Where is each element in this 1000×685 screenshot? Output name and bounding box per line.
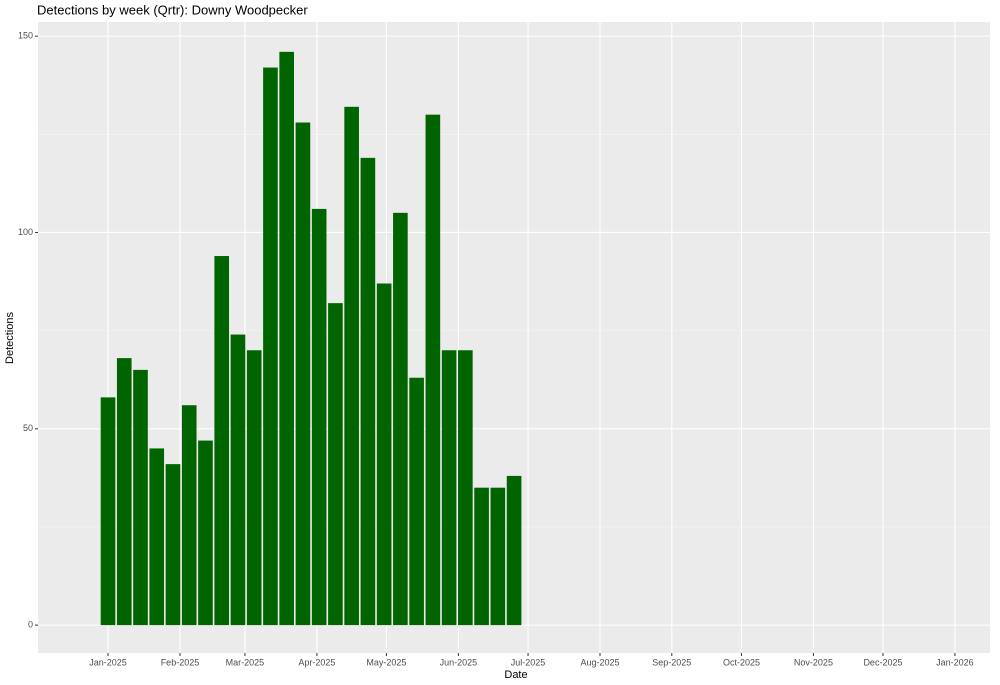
x-tick-label: Jun-2025 — [440, 657, 478, 667]
x-tick-label: Oct-2025 — [723, 657, 760, 667]
y-tick-label: 0 — [28, 619, 33, 629]
bar — [311, 208, 327, 626]
x-tick-label: Jan-2026 — [936, 657, 974, 667]
bar — [344, 106, 359, 626]
x-tick-label: Jul-2025 — [511, 657, 546, 667]
chart-title: Detections by week (Qrtr): Downy Woodpec… — [37, 2, 308, 17]
bar — [279, 51, 294, 626]
bar — [474, 487, 489, 626]
bar — [506, 475, 522, 626]
bar — [214, 256, 230, 626]
x-tick-label: Aug-2025 — [580, 657, 619, 667]
bar — [425, 114, 441, 626]
bar — [458, 350, 473, 626]
y-tick-label: 50 — [23, 423, 33, 433]
bar — [263, 67, 278, 626]
bar — [198, 440, 213, 626]
bar — [133, 369, 148, 626]
y-axis-label: Detections — [4, 312, 16, 364]
bar — [246, 350, 262, 626]
x-tick-label: Nov-2025 — [794, 657, 833, 667]
bar — [116, 358, 132, 626]
bar — [490, 487, 506, 626]
x-tick-label: Apr-2025 — [298, 657, 335, 667]
y-tick-label: 100 — [18, 227, 33, 237]
y-tick-label: 150 — [18, 31, 33, 41]
x-tick-label: Feb-2025 — [161, 657, 200, 667]
x-tick-label: Mar-2025 — [226, 657, 265, 667]
bar — [295, 122, 311, 626]
bar — [149, 448, 165, 626]
bar — [165, 464, 181, 626]
bar — [409, 377, 424, 626]
bar — [393, 212, 408, 626]
bar — [328, 303, 343, 626]
bar — [100, 397, 116, 626]
x-tick-label: Jan-2025 — [89, 657, 127, 667]
x-tick-label: Dec-2025 — [863, 657, 902, 667]
bar — [441, 350, 457, 626]
bar — [360, 157, 376, 626]
x-tick-label: Sep-2025 — [652, 657, 691, 667]
bar — [230, 334, 246, 626]
bar — [376, 283, 392, 626]
bar — [181, 405, 197, 626]
x-tick-label: May-2025 — [366, 657, 406, 667]
x-axis-label: Date — [504, 669, 527, 681]
